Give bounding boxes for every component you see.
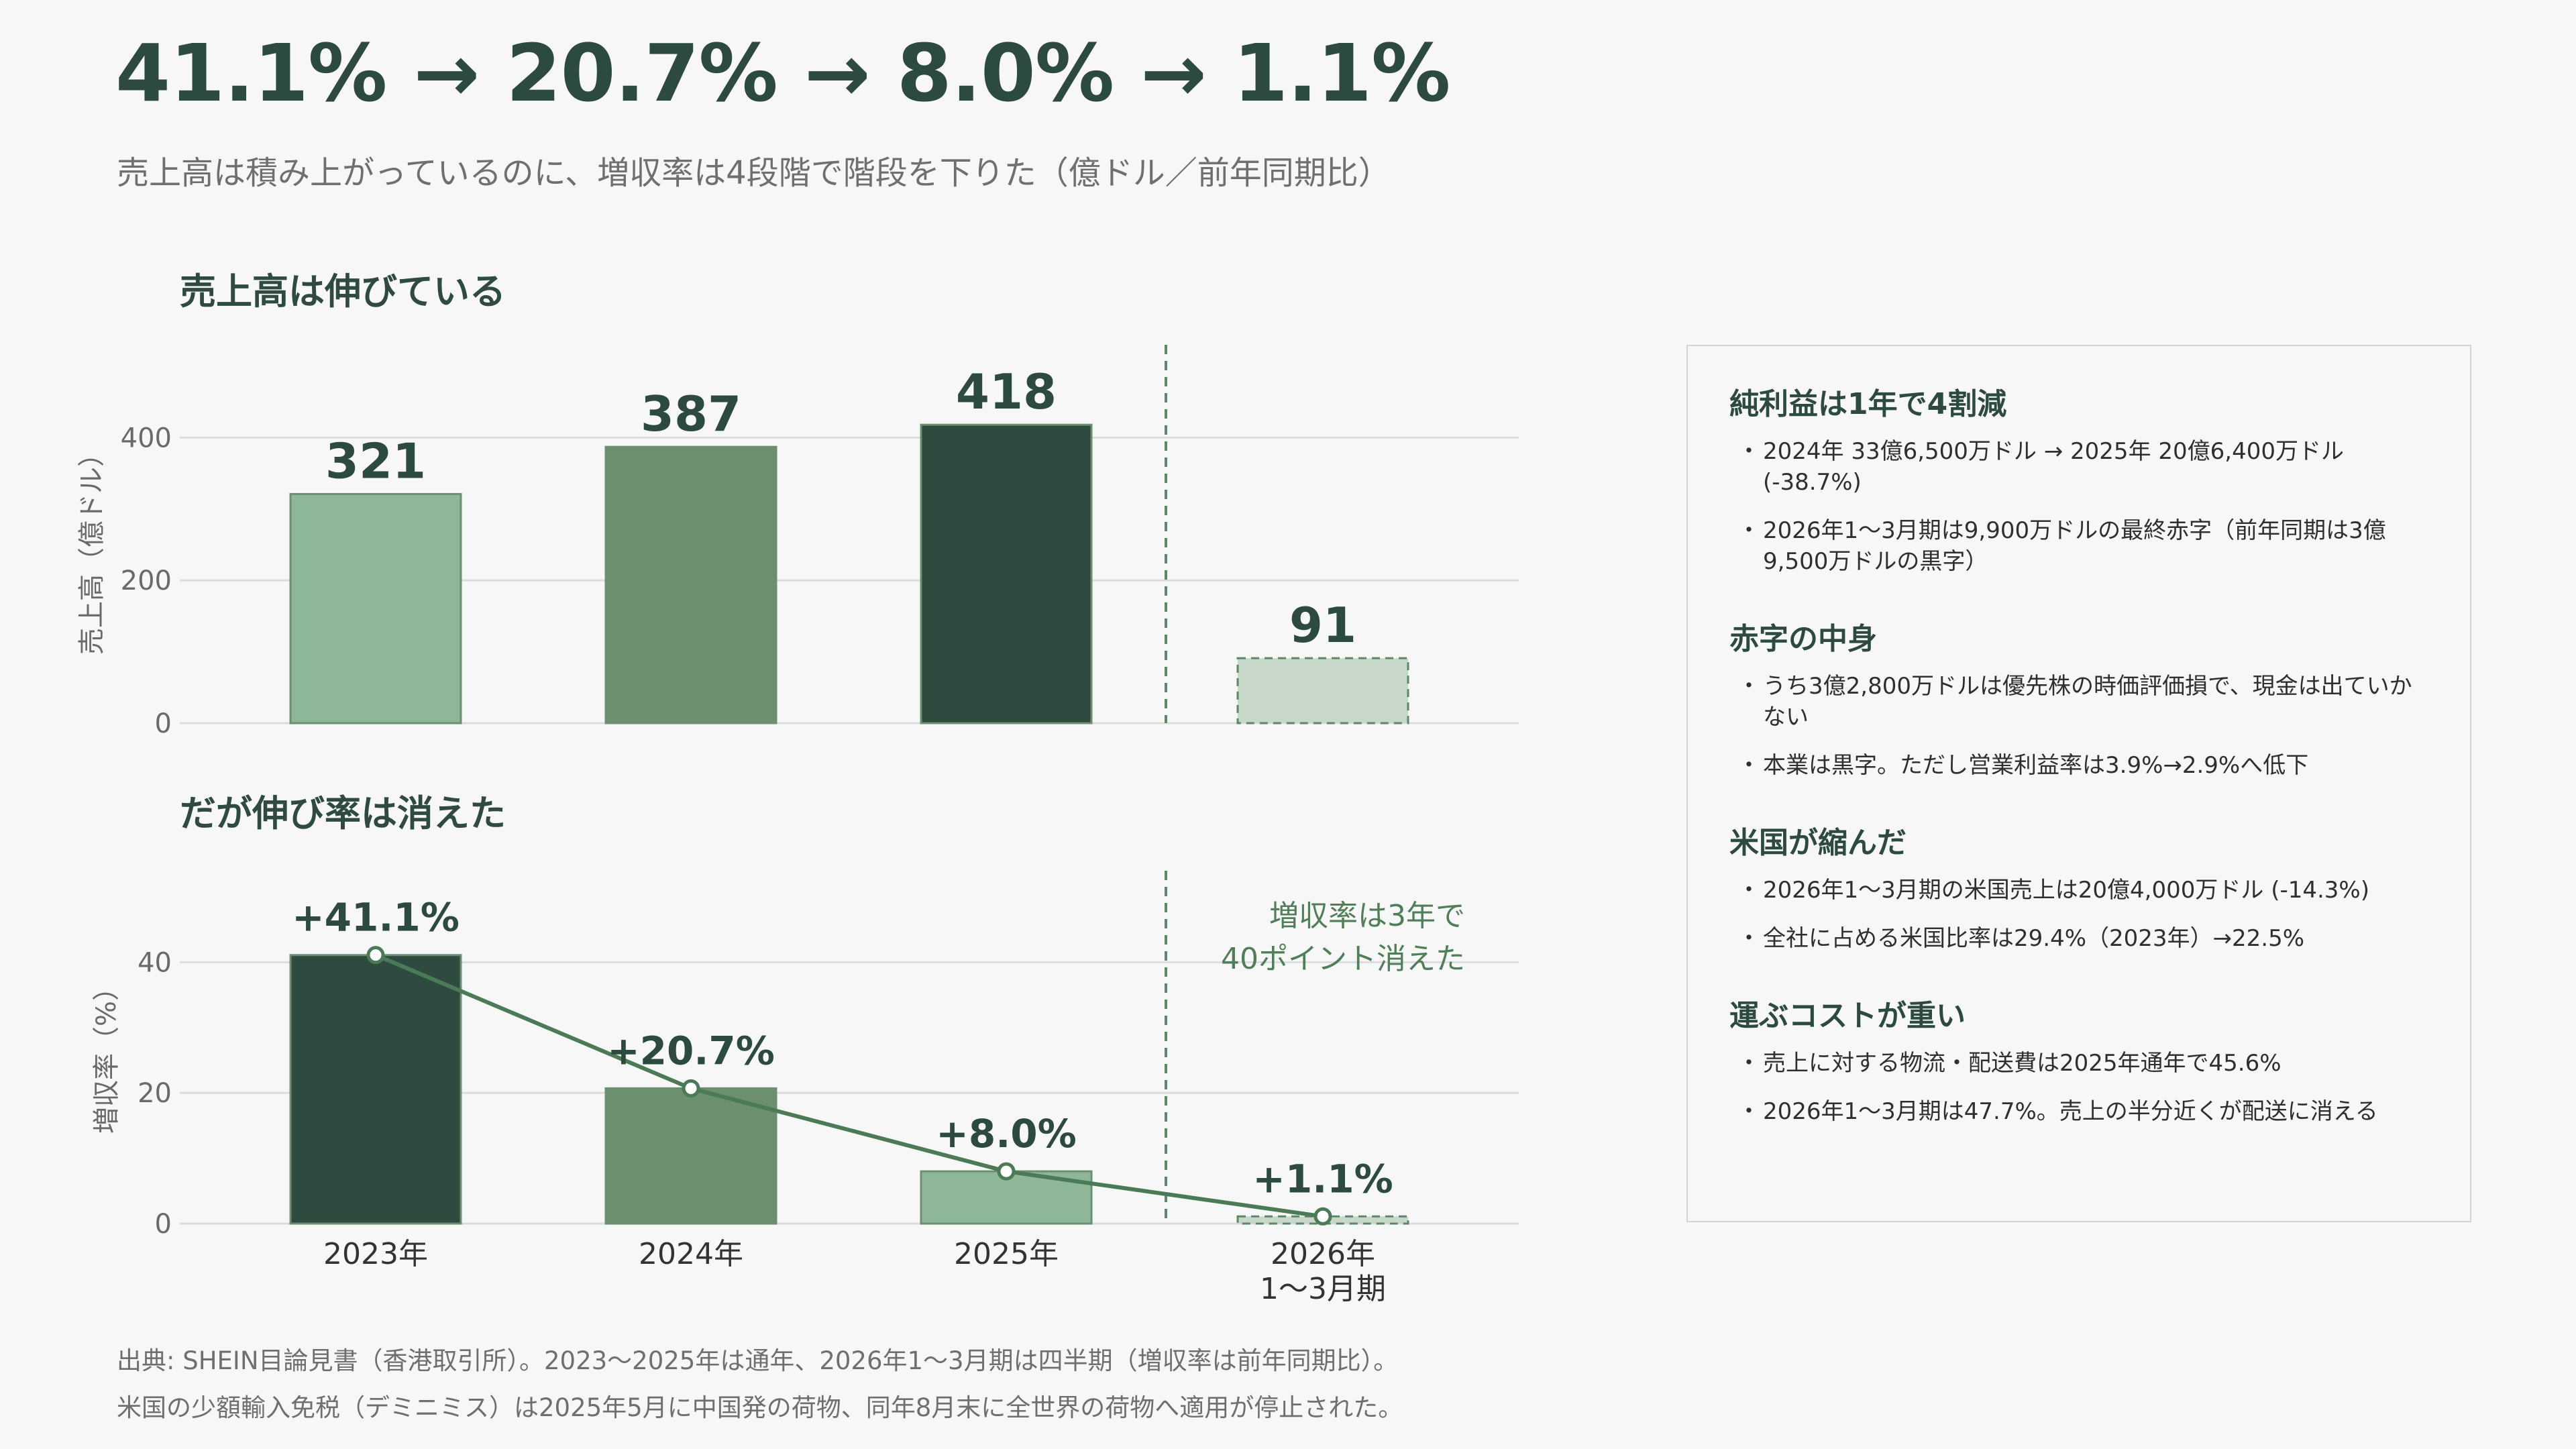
panel-section-deficit: 赤字の中身 うち3億2,800万ドルは優先株の時価評価損で、現金は出ていかない … (1729, 614, 2430, 781)
growth-trend-point (1313, 1207, 1332, 1226)
growth-trend-point (366, 946, 385, 965)
panel-item: 本業は黒字。ただし営業利益率は3.9%→2.9%へ低下 (1737, 750, 2430, 781)
revenue-data-label: 91 (1289, 597, 1356, 653)
panel-item: 全社に占める米国比率は29.4%（2023年）→22.5% (1737, 923, 2430, 954)
category-label: 2025年 (954, 1237, 1059, 1271)
revenue-ylabel: 売上高（億ドル） (76, 440, 107, 655)
revenue-ytick-label: 0 (155, 708, 172, 739)
revenue-data-label: 321 (325, 433, 426, 489)
revenue-ytick-label: 400 (121, 423, 172, 453)
growth-bar (289, 954, 462, 1225)
headline: 41.1% → 20.7% → 8.0% → 1.1% (115, 27, 1450, 119)
revenue-bar (1236, 657, 1409, 724)
growth-ytick-label: 20 (138, 1078, 172, 1109)
category-label: 2024年 (639, 1237, 743, 1271)
panel-section-logistics: 運ぶコストが重い 売上に対する物流・配送費は2025年通年で45.6% 2026… (1729, 991, 2430, 1127)
panel-item: 売上に対する物流・配送費は2025年通年で45.6% (1737, 1048, 2430, 1079)
category-label: 2023年 (323, 1237, 428, 1271)
panel-heading-profit: 純利益は1年で4割減 (1729, 387, 2007, 421)
panel-item: 2024年 33億6,500万ドル → 2025年 20億6,400万ドル (-… (1737, 436, 2430, 498)
growth-ylabel: 増収率（%） (91, 974, 122, 1134)
revenue-chart-title: 売上高は伸びている (180, 270, 506, 313)
revenue-bar (604, 445, 777, 724)
panel-heading-deficit: 赤字の中身 (1729, 622, 1877, 656)
growth-ytick-label: 0 (155, 1209, 172, 1240)
revenue-ytick-label: 200 (121, 566, 172, 596)
footnote-source: 出典: SHEIN目論見書（香港取引所）。2023〜2025年は通年、2026年… (117, 1346, 1399, 1375)
growth-bar (604, 1087, 777, 1225)
growth-data-label: +41.1% (292, 895, 460, 941)
panel-section-profit: 純利益は1年で4割減 2024年 33億6,500万ドル → 2025年 20億… (1729, 380, 2430, 577)
revenue-bar (920, 423, 1093, 724)
growth-trend-point (997, 1162, 1016, 1181)
revenue-data-label: 418 (956, 364, 1057, 420)
growth-trend-line (374, 953, 1324, 1219)
growth-ytick-label: 40 (138, 947, 172, 978)
growth-trend-point (682, 1079, 700, 1097)
panel-item: 2026年1〜3月期の米国売上は20億4,000万ドル (-14.3%) (1737, 875, 2430, 906)
panel-item: 2026年1〜3月期は47.7%。売上の半分近くが配送に消える (1737, 1096, 2430, 1127)
subtitle: 売上高は積み上がっているのに、増収率は4段階で階段を下りた（億ドル／前年同期比） (117, 154, 1391, 192)
panel-item: うち3億2,800万ドルは優先株の時価評価損で、現金は出ていかない (1737, 671, 2430, 733)
panel-item: 2026年1〜3月期は9,900万ドルの最終赤字（前年同期は3億9,500万ドル… (1737, 515, 2430, 577)
panel-section-us: 米国が縮んだ 2026年1〜3月期の米国売上は20億4,000万ドル (-14.… (1729, 818, 2430, 954)
growth-annotation: 40ポイント消えた (1221, 942, 1465, 976)
footnote-deminimis: 米国の少額輸入免税（デミニミス）は2025年5月に中国発の荷物、同年8月末に全世… (117, 1393, 1403, 1422)
panel-heading-us: 米国が縮んだ (1729, 826, 1907, 860)
panel-heading-logistics: 運ぶコストが重い (1729, 999, 1966, 1033)
category-label: 1〜3月期 (1260, 1272, 1386, 1306)
charts-canvas: 0 200 400 売上高（億ドル） 321 387 418 91 0 20 40 増収率（%） +41… (76, 345, 1519, 1306)
category-label: 2026年 (1271, 1237, 1375, 1271)
revenue-bar (289, 492, 462, 724)
growth-data-label: +20.7% (607, 1028, 775, 1073)
growth-data-label: +1.1% (1252, 1156, 1393, 1201)
growth-chart-title: だが伸び率は消えた (180, 792, 506, 835)
growth-annotation: 増収率は3年で (1269, 899, 1465, 933)
growth-data-label: +8.0% (936, 1111, 1076, 1157)
revenue-data-label: 387 (641, 386, 741, 442)
side-panel: 純利益は1年で4割減 2024年 33億6,500万ドル → 2025年 20億… (1686, 345, 2471, 1222)
